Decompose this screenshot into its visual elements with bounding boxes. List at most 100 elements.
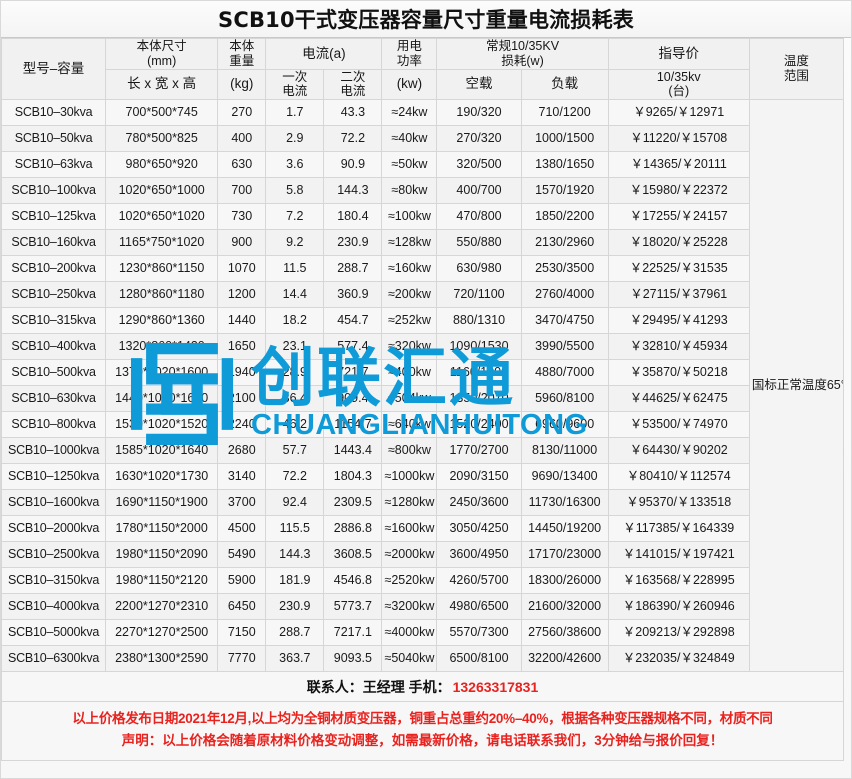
model-cell: SCB10–200kva (0, 255, 107, 282)
secondary-current-cell: 144.3 (323, 177, 383, 204)
price-cell: ￥35870/￥50218 (607, 359, 750, 386)
weight-cell: 5490 (217, 541, 267, 568)
load-loss-cell: 1380/1650 (520, 151, 609, 178)
power-cell: ≈100kw (381, 203, 438, 230)
model-cell: SCB10–400kva (0, 333, 107, 360)
secondary-current-cell: 5773.7 (323, 593, 383, 620)
model-cell: SCB10–500kva (0, 359, 107, 386)
secondary-current-cell: 1443.4 (323, 437, 383, 464)
weight-cell: 3140 (217, 463, 267, 490)
primary-current-cell: 36.4 (265, 385, 325, 412)
price-cell: ￥14365/￥20111 (607, 151, 750, 178)
power-cell: ≈504kw (381, 385, 438, 412)
table-row: SCB10–30kva 700*500*745 270 1.7 43.3 ≈24kw 190… (0, 99, 845, 672)
col-header-weight: 本体 重量 (217, 38, 267, 70)
noload-loss-cell: 630/980 (436, 255, 522, 282)
table-row: SCB10–50kva 780*500*825 400 2.9 72.2 ≈40kw 270… (0, 125, 844, 152)
noload-loss-cell: 880/1310 (436, 307, 522, 334)
dimensions-cell: 1690*1150*1900 (105, 489, 219, 516)
model-cell: SCB10–3150kva (0, 567, 107, 594)
load-loss-cell: 18300/26000 (520, 567, 609, 594)
noload-loss-cell: 1770/2700 (436, 437, 522, 464)
col-header-current-primary: 一次 电流 (265, 68, 325, 100)
price-cell: ￥141015/￥197421 (607, 541, 750, 568)
col-header-power-sub: (kw) (381, 68, 438, 100)
load-loss-cell: 9690/13400 (520, 463, 609, 490)
table-row: SCB10–400kva 1320*860*1430 1650 23.1 577.4 ≈3… (0, 333, 844, 360)
dimensions-cell: 1020*650*1000 (105, 177, 219, 204)
col-header-dimensions: 本体尺寸 (mm) (105, 38, 219, 70)
primary-current-cell: 18.2 (265, 307, 325, 334)
power-cell: ≈1280kw (381, 489, 438, 516)
model-cell: SCB10–63kva (0, 151, 107, 178)
col-header-weight-sub: (kg) (217, 68, 267, 100)
col-header-temperature-l2: 范围 (783, 69, 809, 83)
model-cell: SCB10–2500kva (0, 541, 107, 568)
weight-cell: 7770 (217, 645, 267, 672)
col-header-current-secondary-l2: 电流 (340, 84, 366, 99)
dimensions-cell: 2270*1270*2500 (105, 619, 219, 646)
load-loss-cell: 5960/8100 (520, 385, 609, 412)
load-loss-cell: 3990/5500 (520, 333, 609, 360)
col-header-temperature: 温度 范围 (748, 38, 845, 100)
load-loss-cell: 21600/32000 (520, 593, 609, 620)
power-cell: ≈252kw (381, 307, 438, 334)
secondary-current-cell: 2886.8 (323, 515, 383, 542)
price-cell: ￥32810/￥45934 (607, 333, 750, 360)
contact-label: 联系人：王经理 手机： (306, 678, 451, 695)
table-row: SCB10–4000kva 2200*1270*2310 6450 230.9 5773… (0, 593, 844, 620)
model-cell: SCB10–800kva (0, 411, 107, 438)
primary-current-cell: 46.2 (265, 411, 325, 438)
price-cell: ￥27115/￥37961 (607, 281, 750, 308)
power-cell: ≈4000kw (381, 619, 438, 646)
noload-loss-cell: 2090/3150 (436, 463, 522, 490)
table-row: SCB10–2000kva 1780*1150*2000 4500 115.5 2886… (0, 515, 844, 542)
header-row-2: 长 x 宽 x 高 (kg) 一次 电流 二次 电流 (kw) 空载 负载 10… (2, 68, 844, 100)
power-cell: ≈800kw (381, 437, 438, 464)
dimensions-cell: 1980*1150*2090 (105, 541, 219, 568)
primary-current-cell: 5.8 (265, 177, 325, 204)
col-header-loss-l2: 损耗(w) (501, 53, 544, 68)
model-cell: SCB10–1600kva (0, 489, 107, 516)
table-row: SCB10–1250kva 1630*1020*1730 3140 72.2 1804.… (0, 463, 844, 490)
power-cell: ≈200kw (381, 281, 438, 308)
noload-loss-cell: 400/700 (436, 177, 522, 204)
col-header-loss-group: 常规10/35KV 损耗(w) (436, 38, 609, 70)
col-header-current-secondary-l1: 二次 (340, 69, 366, 84)
noload-loss-cell: 1520/2400 (436, 411, 522, 438)
notice-block: 以上价格发布日期2021年12月,以上均为全铜材质变压器，铜重占总重约20%–4… (1, 702, 844, 761)
noload-loss-cell: 470/800 (436, 203, 522, 230)
col-header-dimensions-sub: 长 x 宽 x 高 (105, 68, 219, 100)
model-cell: SCB10–250kva (0, 281, 107, 308)
load-loss-cell: 1570/1920 (520, 177, 609, 204)
table-row: SCB10–5000kva 2270*1270*2500 7150 288.7 7217… (0, 619, 844, 646)
price-cell: ￥64430/￥90202 (607, 437, 750, 464)
primary-current-cell: 115.5 (265, 515, 325, 542)
primary-current-cell: 181.9 (265, 567, 325, 594)
load-loss-cell: 32200/42600 (520, 645, 609, 672)
secondary-current-cell: 7217.1 (323, 619, 383, 646)
table-row: SCB10–3150kva 1980*1150*2120 5900 181.9 4546… (0, 567, 844, 594)
weight-cell: 630 (217, 151, 267, 178)
price-cell: ￥209213/￥292898 (607, 619, 750, 646)
load-loss-cell: 14450/19200 (520, 515, 609, 542)
power-cell: ≈128kw (381, 229, 438, 256)
secondary-current-cell: 180.4 (323, 203, 383, 230)
secondary-current-cell: 1804.3 (323, 463, 383, 490)
load-loss-cell: 4880/7000 (520, 359, 609, 386)
power-cell: ≈400kw (381, 359, 438, 386)
weight-cell: 1440 (217, 307, 267, 334)
model-cell: SCB10–2000kva (0, 515, 107, 542)
page-title: SCB10干式变压器容量尺寸重量电流损耗表 (218, 8, 634, 32)
model-cell: SCB10–1000kva (0, 437, 107, 464)
noload-loss-cell: 4980/6500 (436, 593, 522, 620)
primary-current-cell: 1.7 (265, 99, 325, 126)
secondary-current-cell: 2309.5 (323, 489, 383, 516)
primary-current-cell: 2.9 (265, 125, 325, 152)
table-row: SCB10–200kva 1230*860*1150 1070 11.5 288.7 ≈1… (0, 255, 844, 282)
primary-current-cell: 363.7 (265, 645, 325, 672)
model-cell: SCB10–125kva (0, 203, 107, 230)
power-cell: ≈50kw (381, 151, 438, 178)
power-cell: ≈2000kw (381, 541, 438, 568)
